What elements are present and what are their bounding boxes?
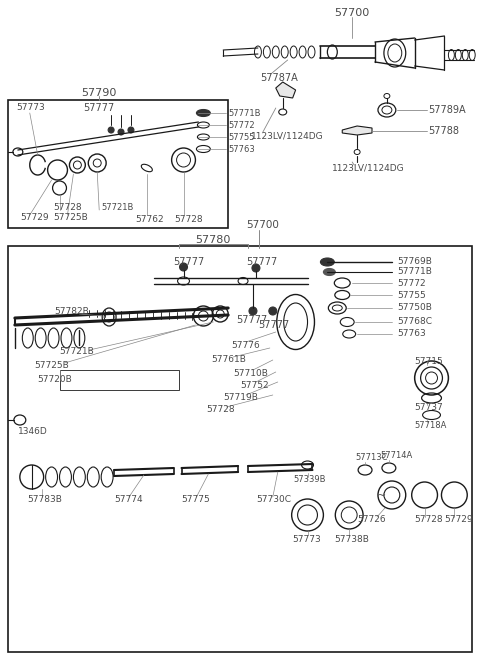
Text: 57728: 57728 bbox=[206, 405, 235, 415]
Text: 57763: 57763 bbox=[228, 145, 255, 154]
Text: 57777: 57777 bbox=[174, 257, 205, 267]
Circle shape bbox=[128, 127, 134, 133]
Text: 57763: 57763 bbox=[397, 330, 426, 338]
Text: 57771B: 57771B bbox=[397, 267, 432, 277]
Text: 57718A: 57718A bbox=[415, 420, 447, 430]
Circle shape bbox=[252, 264, 260, 272]
Bar bbox=[60, 370, 179, 390]
Text: 57719B: 57719B bbox=[223, 394, 258, 403]
Text: 57700: 57700 bbox=[335, 8, 370, 18]
Circle shape bbox=[108, 127, 114, 133]
Ellipse shape bbox=[196, 110, 210, 116]
Text: 57769B: 57769B bbox=[397, 258, 432, 267]
Text: 57773: 57773 bbox=[293, 535, 322, 545]
Text: 57720B: 57720B bbox=[38, 376, 72, 384]
Text: 57755: 57755 bbox=[228, 133, 255, 141]
Text: 57728: 57728 bbox=[415, 516, 444, 524]
Text: 57725B: 57725B bbox=[35, 361, 70, 369]
Text: 1346D: 1346D bbox=[18, 428, 48, 436]
Text: 57339B: 57339B bbox=[294, 476, 326, 484]
Text: 57721B: 57721B bbox=[101, 202, 133, 212]
Text: 57775: 57775 bbox=[181, 495, 210, 505]
Circle shape bbox=[249, 307, 257, 315]
Text: 57713C: 57713C bbox=[355, 453, 388, 463]
Text: 57726: 57726 bbox=[357, 516, 386, 524]
Circle shape bbox=[118, 129, 124, 135]
Text: 57788: 57788 bbox=[429, 126, 459, 136]
Text: 57773: 57773 bbox=[16, 104, 45, 112]
Text: 57768C: 57768C bbox=[397, 317, 432, 327]
Text: 57750B: 57750B bbox=[397, 304, 432, 313]
Text: 57714A: 57714A bbox=[380, 451, 412, 461]
Text: 1123LV/1124DG: 1123LV/1124DG bbox=[332, 164, 405, 173]
Text: 57777: 57777 bbox=[246, 257, 277, 267]
Circle shape bbox=[180, 263, 188, 271]
Polygon shape bbox=[276, 82, 296, 98]
Text: 57777: 57777 bbox=[236, 315, 267, 325]
Text: 57738B: 57738B bbox=[334, 535, 369, 545]
Ellipse shape bbox=[324, 269, 336, 275]
Text: 57790: 57790 bbox=[82, 88, 117, 98]
Text: 57762: 57762 bbox=[135, 214, 164, 223]
Text: 57729: 57729 bbox=[444, 516, 473, 524]
Text: 57783B: 57783B bbox=[28, 495, 63, 505]
Text: ~: ~ bbox=[377, 491, 386, 501]
Text: 57771B: 57771B bbox=[228, 108, 261, 118]
Text: 57782B: 57782B bbox=[55, 307, 89, 317]
Text: 57715: 57715 bbox=[415, 357, 444, 367]
Text: 57728: 57728 bbox=[175, 214, 203, 223]
Text: 57755: 57755 bbox=[397, 290, 426, 300]
Text: 57774: 57774 bbox=[114, 495, 143, 505]
Text: 57730C: 57730C bbox=[256, 495, 291, 505]
Text: 57761B: 57761B bbox=[211, 355, 246, 365]
Text: 1123LV/1124DG: 1123LV/1124DG bbox=[251, 131, 324, 141]
Text: 57700: 57700 bbox=[246, 220, 279, 230]
Text: 57725B: 57725B bbox=[54, 214, 88, 223]
Bar bbox=[8, 246, 472, 652]
Ellipse shape bbox=[321, 258, 334, 266]
Bar bbox=[8, 100, 228, 228]
Text: 57780: 57780 bbox=[195, 235, 231, 245]
Text: 57772: 57772 bbox=[397, 279, 425, 288]
Text: 57752: 57752 bbox=[240, 380, 269, 390]
Text: 57777: 57777 bbox=[258, 320, 289, 330]
Text: 57710B: 57710B bbox=[233, 369, 268, 378]
Text: 57737: 57737 bbox=[415, 403, 444, 413]
Text: 57772: 57772 bbox=[228, 120, 255, 129]
Text: 57776: 57776 bbox=[231, 340, 260, 350]
Text: 57777: 57777 bbox=[84, 103, 115, 113]
Text: 57789A: 57789A bbox=[429, 105, 466, 115]
Text: 57787A: 57787A bbox=[260, 73, 298, 83]
Text: 57721B: 57721B bbox=[60, 348, 94, 357]
Polygon shape bbox=[342, 126, 372, 135]
Text: 57729: 57729 bbox=[20, 214, 48, 223]
Circle shape bbox=[269, 307, 277, 315]
Text: 57728: 57728 bbox=[54, 202, 82, 212]
